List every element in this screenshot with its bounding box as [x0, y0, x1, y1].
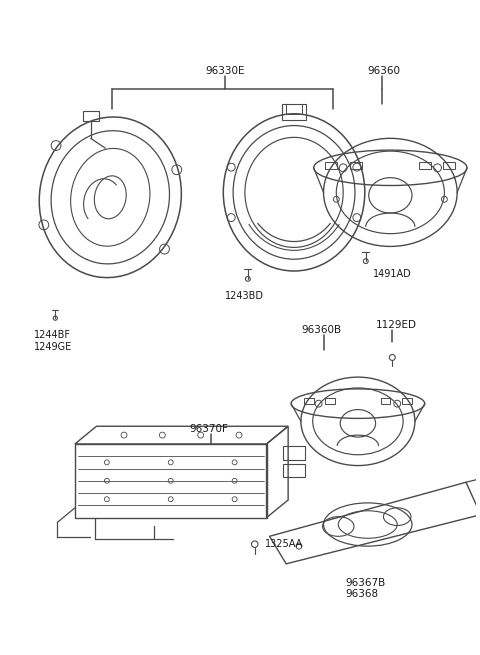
Bar: [283, 464, 305, 477]
Bar: [402, 398, 412, 403]
Text: 96360B: 96360B: [301, 325, 341, 335]
Text: 96367B: 96367B: [345, 578, 385, 588]
Text: 1129ED: 1129ED: [376, 320, 417, 330]
Bar: [83, 111, 98, 121]
Bar: [304, 398, 314, 403]
Text: 1249GE: 1249GE: [34, 342, 72, 352]
Bar: [350, 162, 362, 169]
Bar: [381, 398, 390, 403]
Bar: [282, 104, 306, 120]
Text: 1243BD: 1243BD: [225, 291, 264, 301]
Bar: [419, 162, 431, 169]
Text: 1491AD: 1491AD: [372, 269, 411, 279]
Bar: [283, 446, 305, 460]
Text: 96330E: 96330E: [205, 66, 245, 77]
Bar: [75, 444, 266, 517]
Text: 1244BF: 1244BF: [34, 330, 71, 340]
Bar: [325, 398, 336, 403]
Text: 1325AA: 1325AA: [264, 539, 303, 549]
Bar: [444, 162, 455, 169]
Bar: [286, 104, 302, 114]
Text: 96368: 96368: [345, 590, 378, 599]
Text: 96360: 96360: [368, 66, 401, 77]
Bar: [325, 162, 337, 169]
Text: 96370F: 96370F: [189, 424, 228, 434]
